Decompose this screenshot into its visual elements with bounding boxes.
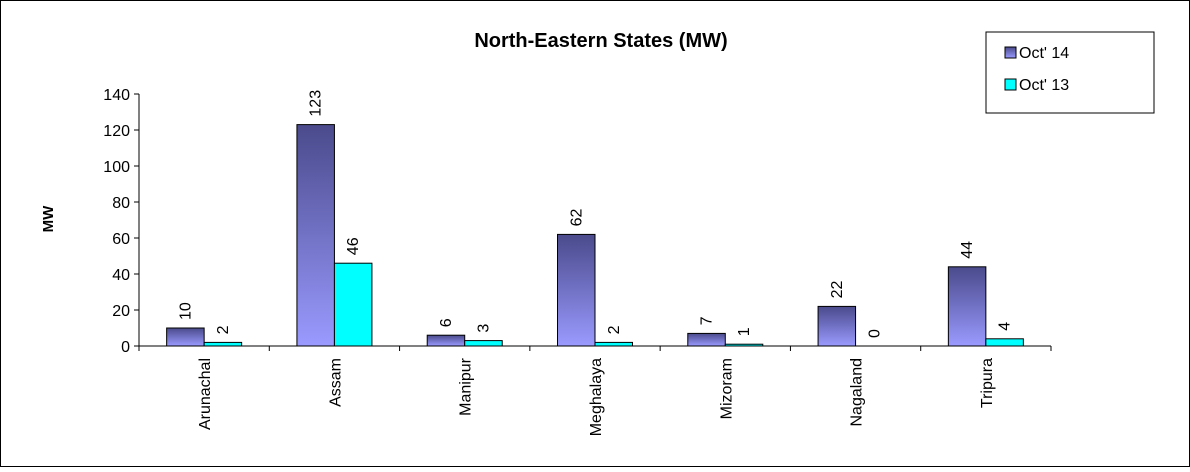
category-label: Arunachal [197,358,214,430]
data-label: 2 [215,325,232,334]
bar-oct14 [947,266,987,347]
bar-oct13 [333,262,373,347]
y-tick-label: 60 [112,231,130,248]
data-label: 123 [308,90,325,117]
bar-oct13 [203,341,243,347]
bar-oct13 [594,341,633,347]
y-tick-label: 20 [112,303,130,320]
category-label: Mizoram [718,358,735,419]
y-tick-label: 120 [103,123,130,140]
bar-oct14 [687,332,726,347]
y-tick-label: 140 [103,87,130,104]
legend: Oct' 14 Oct' 13 [985,31,1155,114]
category-label: Assam [327,358,344,407]
y-tick-label: 100 [103,159,130,176]
y-tick-label: 40 [112,267,130,284]
data-label: 4 [997,322,1014,331]
legend-label: Oct' 14 [1019,45,1069,62]
chart-title: North-Eastern States (MW) [474,30,727,52]
data-label: 44 [959,241,976,259]
category-label: Meghalaya [588,358,605,436]
legend-swatch [1004,46,1017,59]
data-label: 22 [829,281,846,299]
bar-oct13 [985,338,1024,347]
category-label: Manipur [458,357,475,415]
data-label: 0 [866,329,883,338]
bar-oct14 [817,305,857,347]
data-label: 7 [699,316,716,325]
legend-swatch [1004,78,1017,91]
category-label: Tripura [979,358,996,408]
legend-box [985,31,1155,114]
bar-oct14 [166,327,205,347]
data-label: 46 [345,237,362,255]
category-label: Nagaland [849,358,866,427]
data-label: 10 [177,302,194,320]
data-label: 6 [438,318,455,327]
bar-oct14 [426,334,466,347]
data-label: 2 [606,325,623,334]
y-axis-title: MW [40,205,57,232]
y-tick-label: 0 [121,339,130,356]
data-label: 1 [736,327,753,336]
bar-oct14 [296,124,335,347]
bar-oct13 [724,343,764,347]
y-tick-label: 80 [112,195,130,212]
bar-oct13 [464,340,503,347]
data-label: 3 [475,324,492,333]
legend-label: Oct' 13 [1019,77,1069,94]
bar-oct14 [557,233,596,347]
plot-area: 020406080100120140102Arunachal12346Assam… [103,87,1052,436]
data-label: 62 [568,209,585,227]
